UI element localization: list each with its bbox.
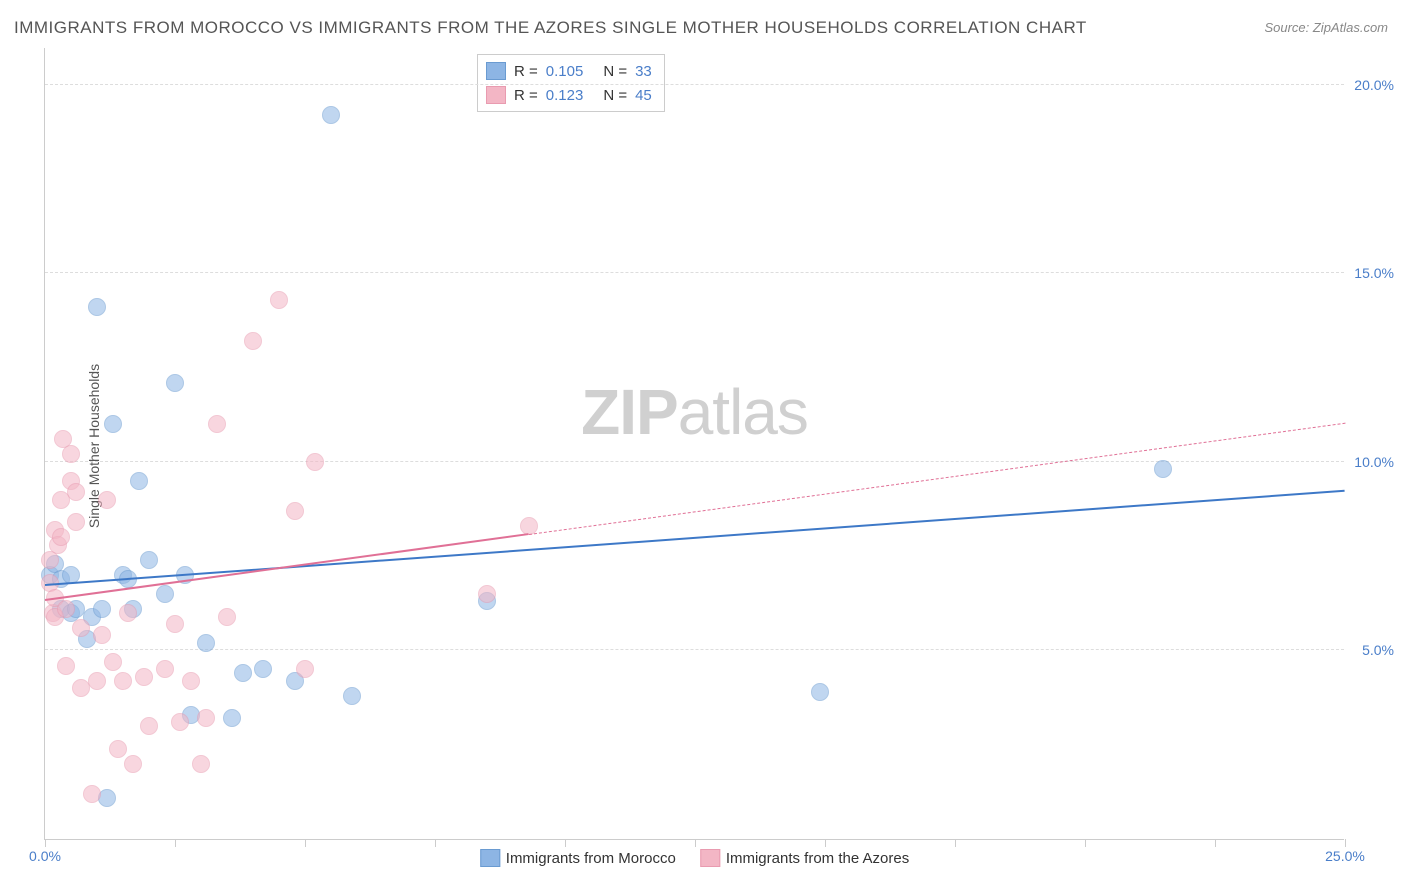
gridline-h [45,649,1344,650]
data-point [135,668,153,686]
data-point [166,374,184,392]
legend-n-value: 33 [635,63,652,80]
data-point [93,626,111,644]
x-tick-label: 25.0% [1325,848,1365,864]
x-tick [1345,839,1346,847]
y-tick-label: 20.0% [1354,77,1394,93]
data-point [270,291,288,309]
y-tick-label: 10.0% [1354,454,1394,470]
legend-swatch [486,86,506,104]
data-point [124,755,142,773]
legend-r-value: 0.105 [546,63,584,80]
data-point [62,445,80,463]
legend-r-label: R = [514,87,538,104]
data-point [306,453,324,471]
data-point [130,472,148,490]
x-tick [435,839,436,847]
data-point [254,660,272,678]
chart-container: IMMIGRANTS FROM MOROCCO VS IMMIGRANTS FR… [0,0,1406,892]
data-point [52,528,70,546]
data-point [343,687,361,705]
data-point [182,672,200,690]
chart-title: IMMIGRANTS FROM MOROCCO VS IMMIGRANTS FR… [14,18,1087,38]
data-point [114,672,132,690]
data-point [156,660,174,678]
x-tick [955,839,956,847]
data-point [218,608,236,626]
x-tick [565,839,566,847]
source-attribution: Source: ZipAtlas.com [1264,20,1388,35]
legend-item: Immigrants from the Azores [700,849,909,867]
gridline-h [45,272,1344,273]
data-point [223,709,241,727]
data-point [197,709,215,727]
data-point [88,298,106,316]
x-tick [1215,839,1216,847]
x-tick [695,839,696,847]
data-point [88,672,106,690]
data-point [57,600,75,618]
data-point [93,600,111,618]
legend-label: Immigrants from Morocco [506,850,676,867]
legend-n-label: N = [603,87,627,104]
y-tick-label: 15.0% [1354,265,1394,281]
data-point [478,585,496,603]
data-point [296,660,314,678]
data-point [57,657,75,675]
legend-row: R = 0.123 N = 45 [486,83,652,107]
data-point [286,502,304,520]
legend-n-value: 45 [635,87,652,104]
data-point [98,491,116,509]
data-point [171,713,189,731]
data-point [98,789,116,807]
plot-area: ZIPatlas R = 0.105N = 33R = 0.123N = 45 … [44,48,1344,840]
data-point [140,551,158,569]
x-tick-label: 0.0% [29,848,61,864]
series-legend: Immigrants from Morocco Immigrants from t… [480,849,909,867]
legend-row: R = 0.105 N = 33 [486,59,652,83]
legend-r-label: R = [514,63,538,80]
x-tick [825,839,826,847]
x-tick [1085,839,1086,847]
data-point [244,332,262,350]
data-point [104,653,122,671]
watermark-text: ZIPatlas [581,375,808,449]
x-tick [45,839,46,847]
gridline-h [45,461,1344,462]
data-point [811,683,829,701]
y-tick-label: 5.0% [1362,642,1394,658]
data-point [67,483,85,501]
legend-swatch [486,62,506,80]
data-point [109,740,127,758]
legend-label: Immigrants from the Azores [726,850,909,867]
data-point [208,415,226,433]
legend-n-label: N = [603,63,627,80]
data-point [192,755,210,773]
data-point [234,664,252,682]
data-point [104,415,122,433]
legend-swatch [700,849,720,867]
data-point [83,785,101,803]
legend-r-value: 0.123 [546,87,584,104]
legend-item: Immigrants from Morocco [480,849,676,867]
data-point [197,634,215,652]
data-point [1154,460,1172,478]
legend-swatch [480,849,500,867]
x-tick [175,839,176,847]
data-point [156,585,174,603]
data-point [67,513,85,531]
data-point [166,615,184,633]
gridline-h [45,84,1344,85]
data-point [72,619,90,637]
data-point [119,604,137,622]
data-point [322,106,340,124]
x-tick [305,839,306,847]
data-point [140,717,158,735]
